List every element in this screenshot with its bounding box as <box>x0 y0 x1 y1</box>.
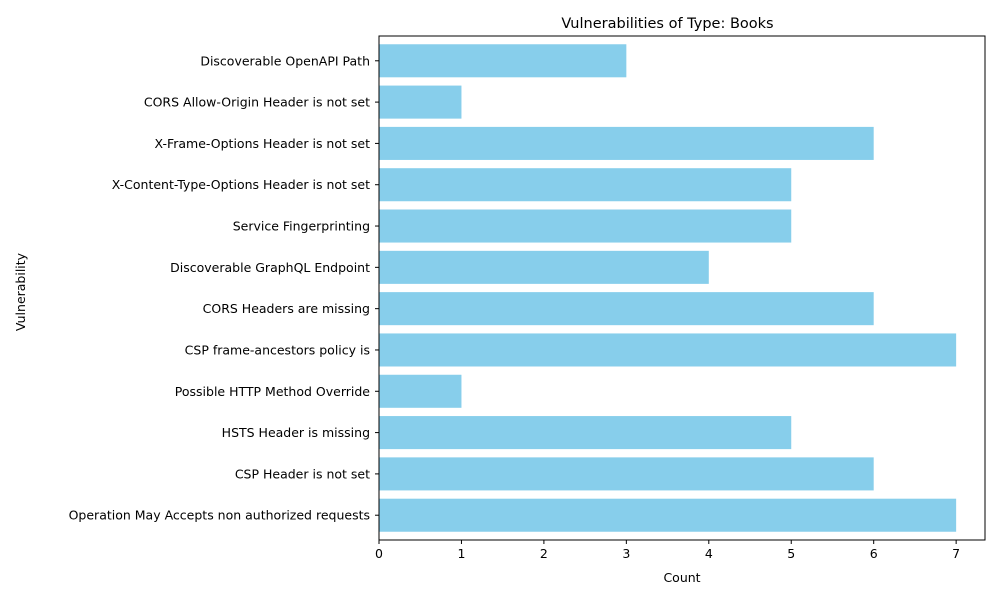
axes-group <box>378 35 986 541</box>
y-tick-label: CORS Headers are missing <box>203 301 370 316</box>
bar <box>379 209 792 243</box>
y-tick-label: Operation May Accepts non authorized req… <box>69 508 370 523</box>
y-tick-label: Discoverable GraphQL Endpoint <box>170 260 370 275</box>
y-tick-label: Service Fingerprinting <box>233 219 370 234</box>
chart-title: Vulnerabilities of Type: Books <box>561 16 773 32</box>
y-tick-label: CSP frame-ancestors policy is <box>185 342 370 357</box>
x-tick-label: 0 <box>375 546 383 561</box>
x-axis-label: Count <box>663 570 700 585</box>
bar <box>379 250 709 284</box>
x-tick-label: 4 <box>705 546 713 561</box>
x-axis-ticks: 0 1 2 3 4 5 6 7 <box>375 540 960 561</box>
x-tick-label: 1 <box>457 546 465 561</box>
y-tick-label: HSTS Header is missing <box>222 425 370 440</box>
bar <box>379 416 792 450</box>
y-tick-label: CSP Header is not set <box>235 466 370 481</box>
x-tick-label: 5 <box>787 546 795 561</box>
bar <box>379 333 957 367</box>
y-tick-label: X-Frame-Options Header is not set <box>155 136 371 151</box>
y-tick-label: X-Content-Type-Options Header is not set <box>112 177 370 192</box>
bars-group <box>379 44 957 532</box>
x-tick-label: 6 <box>870 546 878 561</box>
bar <box>379 44 627 78</box>
bar <box>379 292 874 326</box>
y-axis-label: Vulnerability <box>13 252 28 331</box>
bar <box>379 85 462 119</box>
bar <box>379 374 462 408</box>
y-axis-ticks: Operation May Accepts non authorized req… <box>69 53 379 523</box>
y-tick-label: CORS Allow-Origin Header is not set <box>144 95 370 110</box>
x-tick-label: 7 <box>952 546 960 561</box>
bar <box>379 457 874 491</box>
x-tick-label: 2 <box>540 546 548 561</box>
plot-frame <box>378 35 986 541</box>
y-tick-label: Possible HTTP Method Override <box>175 384 371 399</box>
x-tick-label: 3 <box>622 546 630 561</box>
bar <box>379 498 957 532</box>
bar <box>379 126 874 160</box>
bar <box>379 168 792 202</box>
y-tick-label: Discoverable OpenAPI Path <box>200 53 370 68</box>
